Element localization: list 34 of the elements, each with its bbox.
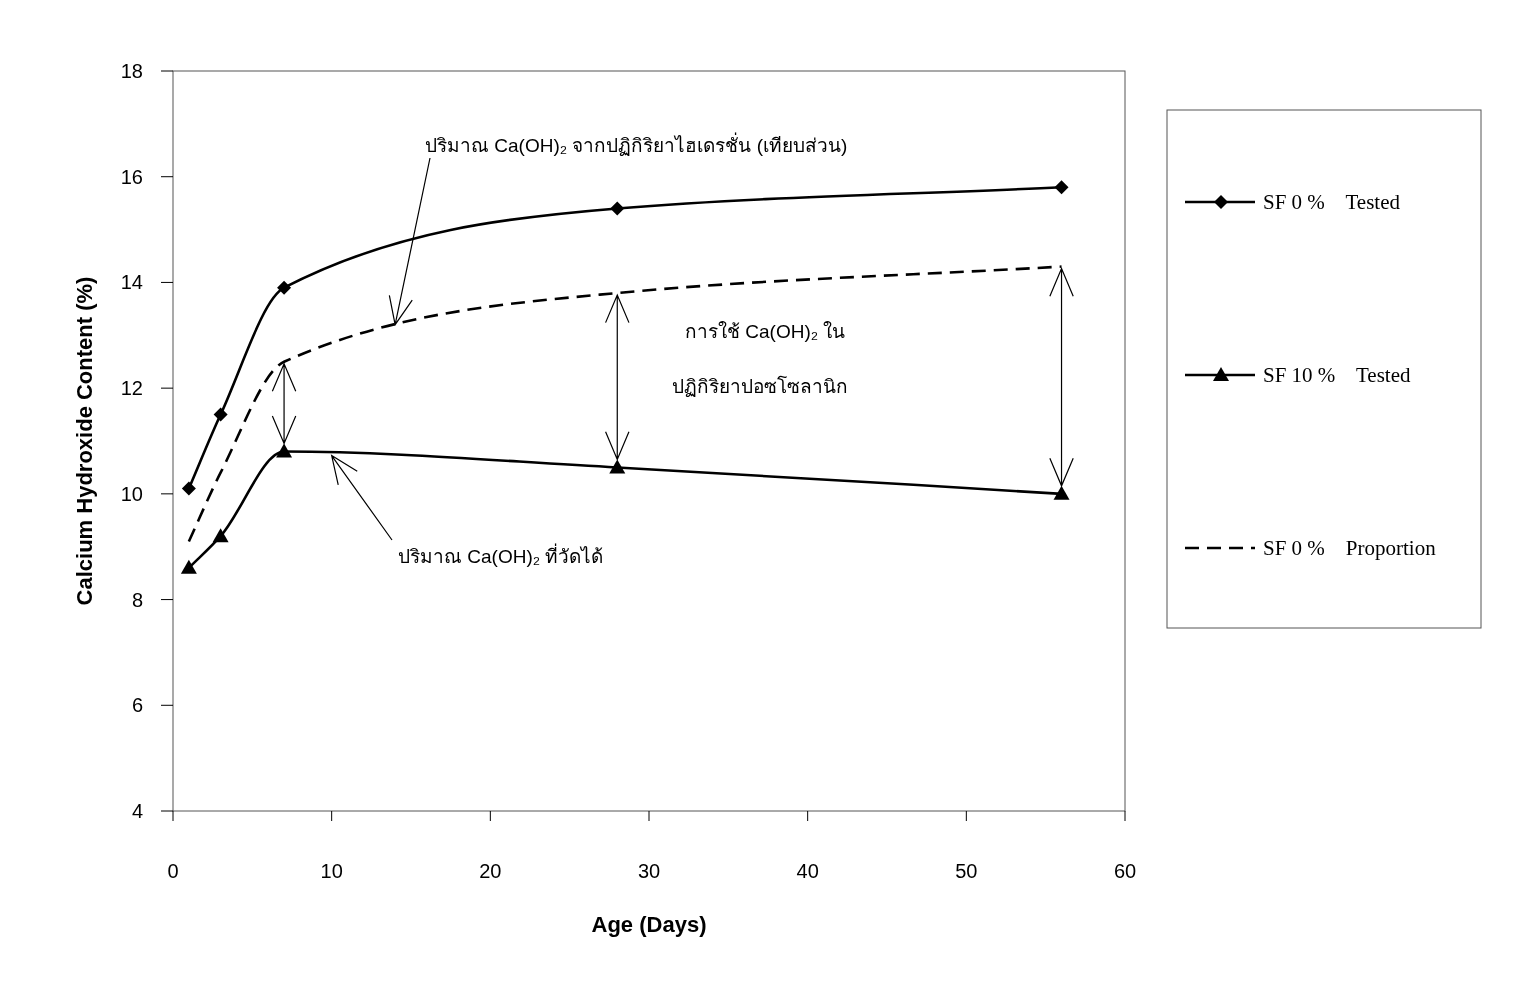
legend-label: SF 0 % Tested (1263, 190, 1401, 214)
y-tick-label: 18 (120, 60, 143, 82)
x-tick-label: 10 (320, 860, 343, 882)
y-tick-label: 12 (120, 377, 143, 400)
point (276, 443, 293, 458)
point (277, 280, 292, 295)
annotation: การใช้ Ca(OH)₂ ใน (685, 321, 846, 342)
y-tick-label: 16 (120, 165, 143, 188)
y-tick-label: 6 (131, 694, 143, 717)
point (180, 559, 197, 574)
annotation: ปริมาณ Ca(OH)₂ จากปฏิกิริยาไฮเดรชั่น (เทียบส่วน) (425, 132, 848, 156)
y-tick-label: 14 (120, 271, 143, 294)
x-tick-label: 0 (167, 860, 179, 882)
x-tick-label: 60 (1113, 860, 1137, 882)
y-axis-title: Calcium Hydroxide Content (%) (72, 276, 97, 606)
annotation: ปฏิกิริยาปอซโซลานิก (672, 375, 848, 397)
point (1053, 485, 1070, 500)
point (1054, 180, 1069, 195)
x-tick-label: 40 (796, 860, 819, 882)
y-tick-label: 4 (131, 800, 143, 822)
x-tick-label: 50 (955, 860, 978, 882)
x-axis-title: Age (Days) (591, 912, 707, 937)
point (212, 528, 229, 543)
y-tick-label: 10 (120, 482, 143, 505)
y-tick-label: 8 (131, 588, 143, 611)
legend-label: SF 10 % Tested (1263, 363, 1411, 387)
point (181, 481, 196, 496)
x-tick-label: 30 (637, 860, 661, 882)
point (610, 201, 625, 216)
x-tick-label: 20 (479, 860, 502, 882)
point (213, 407, 228, 422)
legend-label: SF 0 % Proportion (1263, 536, 1437, 560)
annotation: ปริมาณ Ca(OH)₂ ที่วัดได้ (398, 543, 604, 567)
point (609, 459, 626, 474)
